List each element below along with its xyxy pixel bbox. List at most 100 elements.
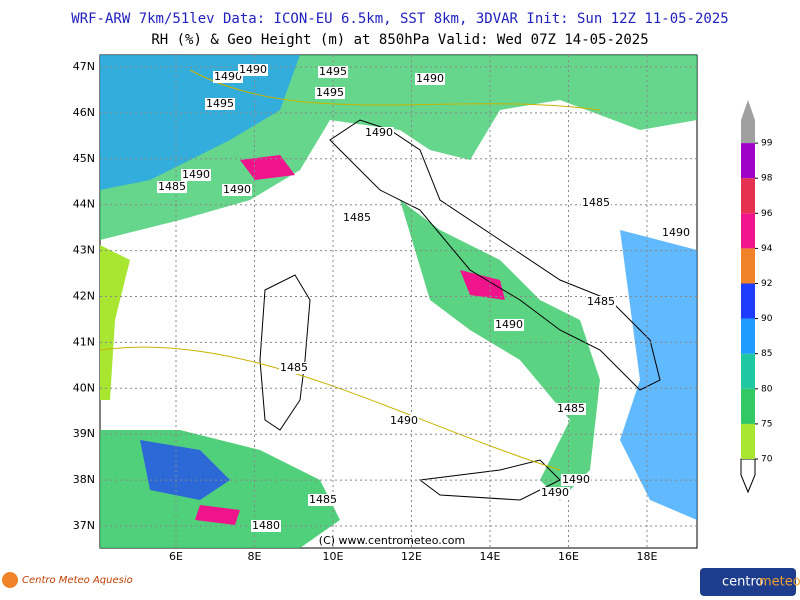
contour-labels: 1490 149514951490148514901495149014851490… bbox=[157, 63, 691, 532]
humid-area bbox=[400, 200, 600, 500]
lat-label: 44N bbox=[73, 198, 95, 211]
colorbar-label: 90 bbox=[761, 314, 773, 324]
title: WRF-ARW 7km/51lev Data: ICON-EU 6.5km, S… bbox=[71, 11, 728, 27]
contour-label-bg bbox=[556, 403, 586, 415]
colorbar-label: 94 bbox=[761, 244, 773, 254]
right-logo: centro bbox=[722, 575, 764, 590]
contour-label: 1485 bbox=[158, 180, 186, 193]
lon-label: 18E bbox=[637, 550, 658, 563]
contour-label-bg bbox=[213, 71, 243, 83]
colorbar-label: 92 bbox=[761, 279, 772, 289]
contour-label-bg bbox=[342, 212, 372, 224]
colorbar-label: 70 bbox=[761, 455, 773, 465]
colorbar-label: 75 bbox=[761, 419, 772, 429]
contour-label: 1490 bbox=[223, 183, 251, 196]
humid-area bbox=[140, 440, 230, 500]
right-logo-box bbox=[700, 568, 796, 596]
lon-label: 6E bbox=[169, 550, 183, 563]
coastline bbox=[259, 274, 311, 431]
contour-label: 1495 bbox=[206, 97, 234, 110]
colorbar-label: 99 bbox=[761, 139, 773, 149]
colorbar-top bbox=[741, 100, 755, 144]
contour-label-bg bbox=[364, 127, 394, 139]
contour-label: 1490 bbox=[495, 318, 523, 331]
colorbar-bottom bbox=[740, 458, 756, 494]
lon-label: 12E bbox=[401, 550, 422, 563]
lat-label: 41N bbox=[73, 335, 95, 348]
contour-label: 1490 bbox=[541, 486, 569, 499]
subtitle: RH (%) & Geo Height (m) at 850hPa Valid:… bbox=[151, 32, 648, 48]
contour-label-bg bbox=[181, 169, 211, 181]
colorbar-band bbox=[741, 178, 755, 214]
contour-label: 1485 bbox=[582, 196, 610, 209]
contour-label: 1495 bbox=[316, 86, 344, 99]
contour bbox=[99, 346, 561, 471]
colorbar-label: 80 bbox=[761, 384, 773, 394]
contour-label: 1495 bbox=[319, 65, 347, 78]
lon-label: 16E bbox=[558, 550, 579, 563]
colorbar: 70 75 80 85 90 92 94 96 98 99 bbox=[740, 100, 773, 494]
colorbar-band bbox=[741, 388, 755, 424]
contour-label: 1490 bbox=[214, 70, 242, 83]
axes: 47N 46N 45N 44N 43N 42N 41N 40N 39N 38N 37N 6E 8E 10E… bbox=[73, 55, 697, 563]
lon-label: 8E bbox=[248, 550, 262, 563]
colorbar-band bbox=[741, 143, 755, 179]
humid-area bbox=[100, 245, 130, 400]
colorbar-band bbox=[741, 353, 755, 389]
colorbar-label: 85 bbox=[761, 349, 772, 359]
lon-label: 10E bbox=[323, 550, 344, 563]
lat-label: 39N bbox=[73, 427, 95, 440]
logo-icon bbox=[2, 572, 18, 588]
colorbar-band bbox=[741, 213, 755, 249]
contour-label-bg bbox=[205, 98, 235, 110]
humid-area bbox=[100, 55, 300, 190]
contour-label-bg bbox=[251, 520, 281, 532]
credit: (C) www.centrometeo.com bbox=[319, 534, 465, 547]
colorbar-band bbox=[741, 423, 755, 459]
coastline bbox=[329, 119, 661, 391]
contour-label-bg bbox=[157, 181, 187, 193]
contour-label-bg bbox=[238, 64, 268, 76]
contour-label: 1485 bbox=[587, 295, 615, 308]
contour-label: 1485 bbox=[280, 361, 308, 374]
left-logo: Centro Meteo Aquesio bbox=[22, 575, 133, 586]
lat-label: 42N bbox=[73, 290, 95, 303]
lat-label: 37N bbox=[73, 519, 95, 532]
contour-label: 1490 bbox=[365, 126, 393, 139]
lat-label: 38N bbox=[73, 473, 95, 486]
contour-label-bg bbox=[315, 87, 345, 99]
colorbar-band bbox=[741, 283, 755, 319]
colorbar-band bbox=[741, 248, 755, 284]
contour-label-bg bbox=[415, 73, 445, 85]
colorbar-label: 98 bbox=[761, 174, 773, 184]
right-logo: meteo bbox=[759, 575, 800, 590]
contour-label: 1485 bbox=[557, 402, 585, 415]
lat-label: 47N bbox=[73, 60, 95, 73]
lat-label: 45N bbox=[73, 152, 95, 165]
contour-label: 1485 bbox=[309, 493, 337, 506]
colorbar-band bbox=[741, 318, 755, 354]
contour-label: 1490 bbox=[182, 168, 210, 181]
contour-label-bg bbox=[661, 227, 691, 239]
lat-label: 46N bbox=[73, 106, 95, 119]
contour-label-bg bbox=[561, 474, 591, 486]
humid-core bbox=[195, 505, 240, 525]
humid-core bbox=[240, 155, 295, 180]
humid-core bbox=[460, 270, 505, 300]
contour-label-bg bbox=[279, 362, 309, 374]
lon-label: 14E bbox=[480, 550, 501, 563]
contour-label: 1490 bbox=[562, 473, 590, 486]
contour-label-bg bbox=[222, 184, 252, 196]
contour-label-bg bbox=[318, 66, 348, 78]
contour-label-bg bbox=[586, 296, 616, 308]
contour-label-bg bbox=[494, 319, 524, 331]
contour-label-bg bbox=[540, 487, 570, 499]
contour-label: 1490 bbox=[416, 72, 444, 85]
contour-label: 1490 bbox=[239, 63, 267, 76]
contour-label-bg bbox=[581, 197, 611, 209]
contour-label-bg bbox=[389, 415, 419, 427]
contour-label-bg bbox=[308, 494, 338, 506]
lat-label: 40N bbox=[73, 381, 95, 394]
